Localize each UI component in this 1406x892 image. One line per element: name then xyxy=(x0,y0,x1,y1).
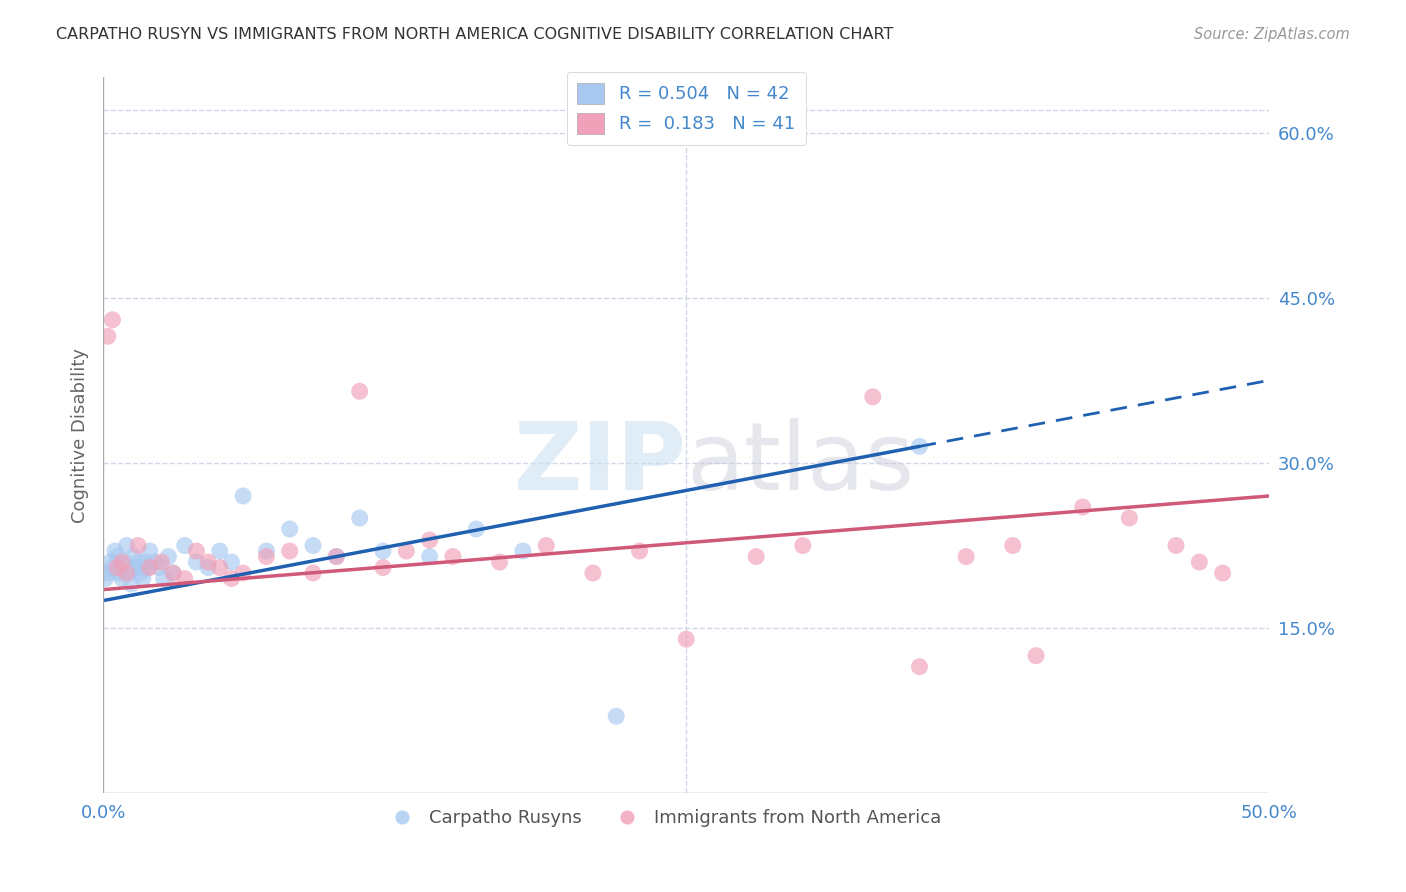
Point xyxy=(157,549,180,564)
Point xyxy=(208,544,231,558)
Point xyxy=(208,560,231,574)
Point xyxy=(675,632,697,647)
Point xyxy=(97,566,120,580)
Point xyxy=(134,555,156,569)
Point xyxy=(148,560,170,574)
Point xyxy=(536,539,558,553)
Point xyxy=(143,555,166,569)
Point xyxy=(111,572,134,586)
Point xyxy=(441,549,464,564)
Point xyxy=(465,522,488,536)
Point xyxy=(349,511,371,525)
Point xyxy=(197,555,219,569)
Point xyxy=(628,544,651,558)
Text: ZIP: ZIP xyxy=(513,418,686,510)
Point xyxy=(98,555,121,569)
Y-axis label: Cognitive Disability: Cognitive Disability xyxy=(72,348,89,523)
Legend: Carpatho Rusyns, Immigrants from North America: Carpatho Rusyns, Immigrants from North A… xyxy=(377,802,949,834)
Point xyxy=(105,549,128,564)
Point xyxy=(325,549,347,564)
Point xyxy=(1164,539,1187,553)
Point xyxy=(302,566,325,580)
Point xyxy=(111,555,134,569)
Point xyxy=(745,549,768,564)
Point xyxy=(302,539,325,553)
Point xyxy=(104,544,127,558)
Point xyxy=(162,566,184,580)
Point xyxy=(1025,648,1047,663)
Point xyxy=(101,312,124,326)
Point xyxy=(221,572,243,586)
Point xyxy=(173,539,195,553)
Point xyxy=(186,555,208,569)
Point xyxy=(115,539,138,553)
Point xyxy=(115,566,138,580)
Point xyxy=(122,549,145,564)
Point xyxy=(488,555,510,569)
Point xyxy=(254,549,277,564)
Point xyxy=(94,572,117,586)
Point xyxy=(132,572,155,586)
Point xyxy=(118,566,141,580)
Point xyxy=(395,544,418,558)
Point xyxy=(908,439,931,453)
Point xyxy=(127,555,149,569)
Point xyxy=(349,384,371,399)
Point xyxy=(120,577,142,591)
Point xyxy=(125,560,148,574)
Point xyxy=(278,544,301,558)
Point xyxy=(1001,539,1024,553)
Point xyxy=(582,566,605,580)
Point xyxy=(419,533,441,547)
Point xyxy=(197,560,219,574)
Point xyxy=(173,572,195,586)
Point xyxy=(792,539,814,553)
Point xyxy=(955,549,977,564)
Text: atlas: atlas xyxy=(686,418,914,510)
Point xyxy=(419,549,441,564)
Text: CARPATHO RUSYN VS IMMIGRANTS FROM NORTH AMERICA COGNITIVE DISABILITY CORRELATION: CARPATHO RUSYN VS IMMIGRANTS FROM NORTH … xyxy=(56,27,894,42)
Point xyxy=(1212,566,1234,580)
Point xyxy=(136,560,159,574)
Point xyxy=(105,560,128,574)
Point xyxy=(139,544,162,558)
Point xyxy=(371,544,394,558)
Point xyxy=(1071,500,1094,514)
Point xyxy=(127,539,149,553)
Point xyxy=(862,390,884,404)
Point xyxy=(101,560,124,574)
Point xyxy=(139,560,162,574)
Point xyxy=(152,572,174,586)
Point xyxy=(162,566,184,580)
Point xyxy=(325,549,347,564)
Point xyxy=(97,329,120,343)
Point xyxy=(112,555,135,569)
Point xyxy=(254,544,277,558)
Point xyxy=(908,659,931,673)
Point xyxy=(129,566,152,580)
Point xyxy=(1188,555,1211,569)
Point xyxy=(1118,511,1140,525)
Point xyxy=(150,555,173,569)
Point xyxy=(278,522,301,536)
Point xyxy=(371,560,394,574)
Point xyxy=(512,544,534,558)
Point xyxy=(232,489,254,503)
Point xyxy=(186,544,208,558)
Point xyxy=(232,566,254,580)
Point xyxy=(108,566,131,580)
Text: Source: ZipAtlas.com: Source: ZipAtlas.com xyxy=(1194,27,1350,42)
Point xyxy=(221,555,243,569)
Point xyxy=(605,709,627,723)
